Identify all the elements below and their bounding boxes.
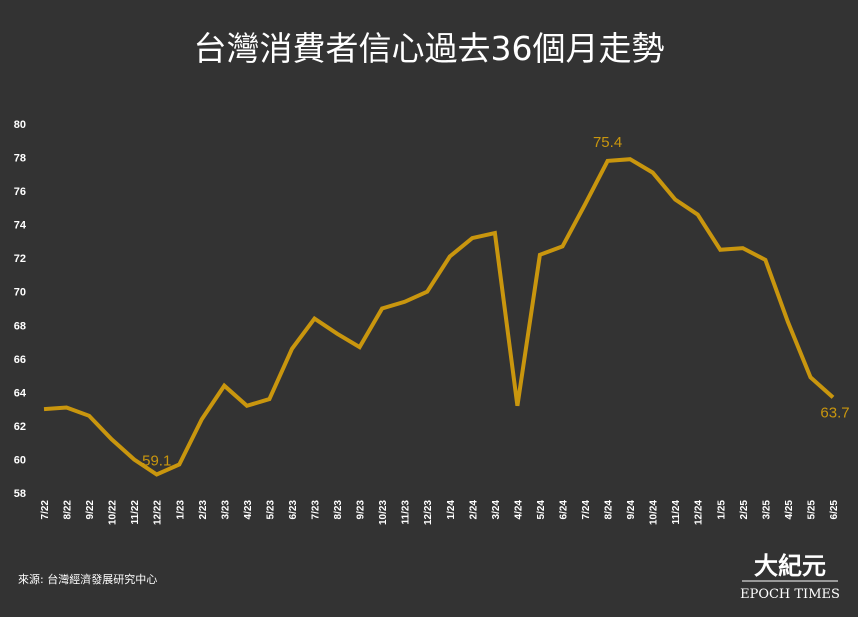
data-point bbox=[267, 397, 271, 401]
x-tick-label: 8/24 bbox=[604, 500, 615, 520]
x-tick-label: 10/24 bbox=[649, 500, 660, 525]
data-point bbox=[155, 473, 159, 477]
y-tick-label: 66 bbox=[14, 354, 26, 366]
x-tick-label: 12/22 bbox=[153, 500, 164, 525]
data-point bbox=[606, 159, 610, 163]
x-tick-label: 1/23 bbox=[175, 500, 186, 520]
x-tick-label: 11/24 bbox=[671, 500, 682, 525]
data-point bbox=[358, 345, 362, 349]
x-tick-label: 9/22 bbox=[85, 500, 96, 520]
data-point bbox=[696, 213, 700, 217]
x-tick-label: 2/25 bbox=[739, 500, 750, 520]
data-point bbox=[335, 332, 339, 336]
x-tick-label: 3/23 bbox=[220, 500, 231, 520]
x-tick-label: 7/24 bbox=[581, 500, 592, 520]
x-tick-label: 5/25 bbox=[806, 500, 817, 520]
x-tick-label: 8/23 bbox=[333, 500, 344, 520]
series-line bbox=[43, 157, 835, 477]
x-tick-label: 5/23 bbox=[265, 500, 276, 520]
data-point bbox=[763, 258, 767, 262]
logo-english: EPOCH TIMES bbox=[740, 587, 840, 602]
x-tick-label: 4/24 bbox=[513, 500, 524, 520]
x-tick-label: 10/23 bbox=[378, 500, 389, 525]
x-tick-label: 11/23 bbox=[401, 500, 412, 525]
data-point bbox=[583, 203, 587, 207]
x-tick-label: 2/23 bbox=[198, 500, 209, 520]
data-point bbox=[425, 290, 429, 294]
y-tick-label: 72 bbox=[14, 253, 26, 265]
x-tick-label: 2/24 bbox=[468, 500, 479, 520]
y-tick-label: 74 bbox=[14, 220, 27, 232]
data-point bbox=[313, 317, 317, 321]
x-tick-label: 5/24 bbox=[536, 500, 547, 520]
data-point bbox=[808, 375, 812, 379]
data-label: 59.1 bbox=[142, 453, 171, 470]
x-tick-label: 7/22 bbox=[40, 500, 51, 520]
x-tick-label: 8/22 bbox=[63, 500, 74, 520]
x-tick-label: 9/23 bbox=[356, 500, 367, 520]
data-point bbox=[200, 417, 204, 421]
x-tick-label: 11/22 bbox=[130, 500, 141, 525]
x-tick-label: 6/23 bbox=[288, 500, 299, 520]
data-point bbox=[651, 171, 655, 175]
data-point bbox=[448, 255, 452, 259]
data-point bbox=[493, 231, 497, 235]
x-tick-label: 12/24 bbox=[694, 500, 705, 525]
data-point bbox=[515, 404, 519, 408]
data-point bbox=[403, 300, 407, 304]
epoch-times-logo: 大紀元 EPOCH TIMES bbox=[740, 551, 840, 602]
data-point bbox=[222, 384, 226, 388]
logo-chinese: 大紀元 bbox=[754, 551, 826, 580]
x-tick-label: 1/25 bbox=[716, 500, 727, 520]
x-tick-label: 3/25 bbox=[761, 500, 772, 520]
data-label: 63.7 bbox=[820, 404, 849, 421]
y-tick-label: 76 bbox=[14, 186, 26, 198]
y-tick-label: 58 bbox=[14, 488, 26, 500]
data-point bbox=[110, 437, 114, 441]
y-tick-label: 68 bbox=[14, 320, 26, 332]
data-point bbox=[132, 457, 136, 461]
data-point bbox=[290, 347, 294, 351]
data-point bbox=[786, 320, 790, 324]
data-point bbox=[470, 236, 474, 240]
data-point bbox=[87, 414, 91, 418]
data-label: 75.4 bbox=[593, 134, 622, 151]
data-point bbox=[741, 246, 745, 250]
y-tick-label: 80 bbox=[14, 119, 26, 131]
x-tick-label: 1/24 bbox=[446, 500, 457, 520]
data-point bbox=[628, 157, 632, 161]
chart-title: 台灣消費者信心過去36個月走勢 bbox=[193, 29, 665, 68]
data-point bbox=[380, 307, 384, 311]
data-point bbox=[718, 248, 722, 252]
data-point bbox=[65, 405, 69, 409]
data-point bbox=[538, 253, 542, 257]
x-tick-label: 3/24 bbox=[491, 500, 502, 520]
x-tick-label: 10/22 bbox=[108, 500, 119, 525]
data-point bbox=[177, 462, 181, 466]
y-tick-label: 62 bbox=[14, 421, 26, 433]
y-tick-label: 70 bbox=[14, 287, 26, 299]
x-tick-label: 4/23 bbox=[243, 500, 254, 520]
x-tick-label: 9/24 bbox=[626, 500, 637, 520]
y-tick-label: 64 bbox=[14, 387, 27, 399]
data-point bbox=[560, 244, 564, 248]
source-note: 來源: 台灣經濟發展研究中心 bbox=[18, 573, 158, 586]
x-tick-label: 12/23 bbox=[423, 500, 434, 525]
data-point bbox=[831, 395, 835, 399]
data-point bbox=[245, 404, 249, 408]
x-tick-label: 6/25 bbox=[829, 500, 840, 520]
y-tick-label: 60 bbox=[14, 454, 26, 466]
x-tick-label: 4/25 bbox=[784, 500, 795, 520]
x-tick-label: 7/23 bbox=[311, 500, 322, 520]
data-point bbox=[673, 197, 677, 201]
x-tick-label: 6/24 bbox=[558, 500, 569, 520]
y-tick-label: 78 bbox=[14, 153, 26, 165]
data-point bbox=[42, 407, 46, 411]
